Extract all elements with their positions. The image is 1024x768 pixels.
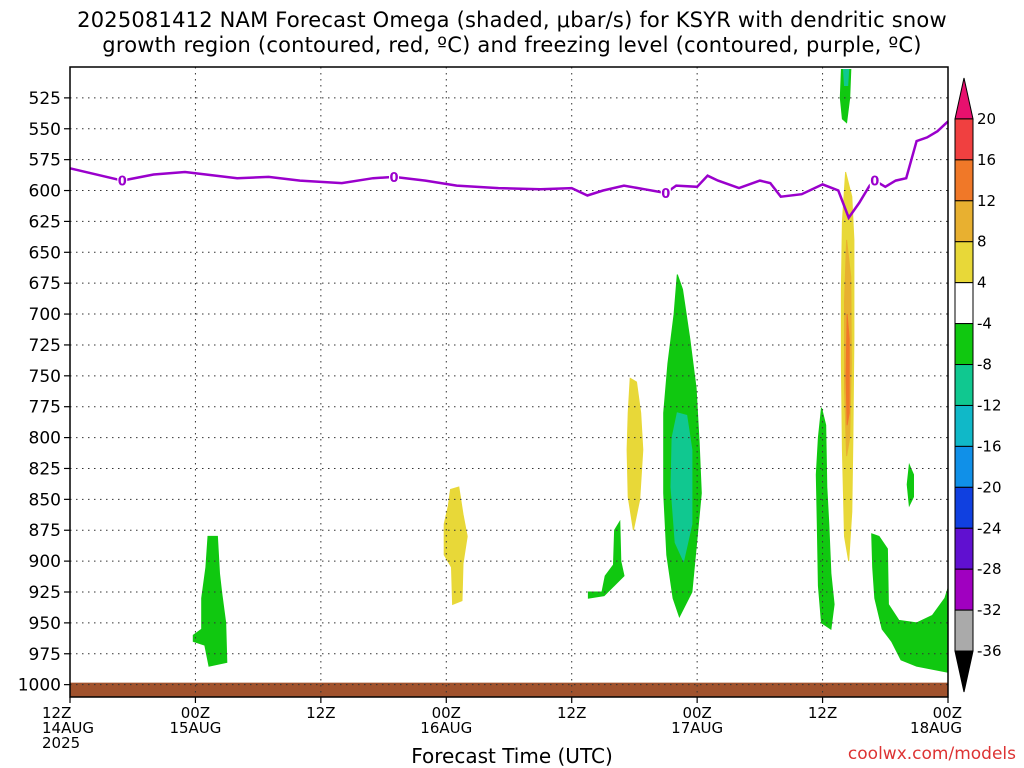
- y-tick-label-775: 775: [29, 398, 61, 418]
- x-tick-label-4-0: 12Z: [557, 704, 586, 722]
- x-tick-label-6-0: 12Z: [808, 704, 837, 722]
- colorbar-label-0: 20: [977, 110, 996, 128]
- y-tick-label-550: 550: [29, 120, 61, 140]
- y-tick-label-650: 650: [29, 243, 61, 263]
- chart-title-line-1: 2025081412 NAM Forecast Omega (shaded, μ…: [77, 8, 947, 32]
- y-tick-label-825: 825: [29, 459, 61, 479]
- x-tick-label-5-1: 17AUG: [671, 719, 723, 737]
- freezing-label-1: 0: [390, 171, 399, 186]
- y-tick-label-575: 575: [29, 151, 61, 171]
- colorbar-swatch-9: [954, 445, 974, 488]
- y-tick-label-900: 900: [29, 552, 61, 572]
- colorbar-swatch-13: [954, 609, 974, 652]
- y-tick-label-600: 600: [29, 182, 61, 202]
- colorbar-swatch-6: [954, 323, 974, 366]
- colorbar-swatch-14: [954, 650, 974, 693]
- y-tick-label-750: 750: [29, 367, 61, 387]
- x-tick-label-1-0: 00Z: [181, 704, 210, 722]
- x-tick-label-7-0: 00Z: [933, 704, 962, 722]
- y-tick-label-925: 925: [29, 583, 61, 603]
- omega-region-8: [842, 69, 850, 86]
- omega-region-12: [871, 533, 949, 673]
- chart-title-line-2: growth region (contoured, red, ºC) and f…: [102, 33, 922, 57]
- colorbar-label-3: 8: [977, 233, 987, 251]
- freezing-label-2: 0: [661, 187, 670, 202]
- colorbar-label-6: -8: [977, 356, 992, 374]
- omega-region-0: [192, 535, 228, 667]
- y-tick-label-625: 625: [29, 212, 61, 232]
- freezing-label-bg-2: [660, 185, 671, 200]
- y-axis-ticks: 525 550 575 600 625 650 675 700 725 750 775 800 825 8…: [18, 89, 70, 696]
- omega-region-11: [845, 314, 850, 426]
- plot-frame: [69, 66, 949, 698]
- colorbar-label-1: 16: [977, 151, 996, 169]
- y-tick-label-675: 675: [29, 274, 61, 294]
- colorbar-label-7: -12: [977, 396, 1002, 414]
- colorbar-swatch-10: [954, 486, 974, 529]
- colorbar-swatch-11: [954, 527, 974, 570]
- y-tick-label-725: 725: [29, 336, 61, 356]
- grid-layer: [70, 67, 948, 697]
- x-tick-label-1-1: 15AUG: [169, 719, 221, 737]
- colorbar-swatch-5: [954, 282, 974, 325]
- x-tick-label-0-2: 2025: [42, 734, 80, 752]
- colorbar-label-10: -24: [977, 519, 1002, 537]
- x-tick-label-0-0: 12Z: [42, 704, 71, 722]
- credit-link[interactable]: coolwx.com/models: [847, 744, 1016, 764]
- colorbar-label-12: -32: [977, 601, 1002, 619]
- x-axis-label: Forecast Time (UTC): [411, 744, 613, 768]
- x-tick-label-3-1: 16AUG: [420, 719, 472, 737]
- x-tick-label-3-0: 00Z: [432, 704, 461, 722]
- colorbar-label-8: -16: [977, 437, 1002, 455]
- y-tick-label-525: 525: [29, 89, 61, 109]
- y-tick-label-875: 875: [29, 521, 61, 541]
- x-tick-label-7-1: 18AUG: [910, 719, 962, 737]
- colorbar-swatch-7: [954, 364, 974, 406]
- ground-layer: [70, 682, 948, 697]
- colorbar-swatch-0: [954, 77, 974, 120]
- colorbar-swatch-4: [954, 241, 974, 284]
- y-tick-label-975: 975: [29, 645, 61, 665]
- colorbar-label-5: -4: [977, 315, 992, 333]
- freezing-label-bg-3: [869, 172, 880, 188]
- x-tick-label-0-1: 14AUG: [42, 719, 94, 737]
- freezing-level-line: [69, 120, 949, 221]
- omega-region-3: [626, 377, 644, 531]
- y-tick-label-700: 700: [29, 305, 61, 325]
- omega-region-5: [670, 412, 693, 563]
- colorbar-swatch-8: [954, 404, 974, 447]
- freezing-label-bg-0: [117, 172, 128, 188]
- y-tick-label-800: 800: [29, 429, 61, 449]
- y-tick-label-950: 950: [29, 614, 61, 634]
- colorbar-swatch-2: [954, 159, 974, 202]
- omega-region-2: [587, 519, 625, 599]
- colorbar: 20 16 12 8 4 -4 -8 -12 -16 -20 -24 -28 -32 -36: [954, 77, 1002, 693]
- x-tick-label-2-0: 12Z: [306, 704, 335, 722]
- omega-region-1: [443, 486, 468, 606]
- colorbar-label-11: -28: [977, 560, 1002, 578]
- freezing-label-bg-1: [389, 168, 400, 184]
- colorbar-swatch-1: [954, 118, 974, 161]
- colorbar-label-13: -36: [977, 642, 1002, 660]
- freezing-label-0: 0: [118, 175, 127, 190]
- colorbar-label-9: -20: [977, 478, 1002, 496]
- colorbar-label-2: 12: [977, 192, 996, 210]
- freezing-level-layer: 0 0 0 0: [69, 120, 949, 221]
- x-tick-label-5-0: 00Z: [682, 704, 711, 722]
- ground-band: [70, 682, 948, 697]
- y-tick-label-850: 850: [29, 490, 61, 510]
- y-tick-label-1000: 1000: [18, 676, 61, 696]
- omega-region-6: [815, 407, 835, 630]
- omega-shading-layer: [192, 69, 949, 673]
- omega-region-13: [906, 462, 914, 508]
- freezing-label-3: 0: [870, 175, 879, 190]
- colorbar-swatch-12: [954, 568, 974, 611]
- colorbar-label-4: 4: [977, 274, 987, 292]
- colorbar-swatch-3: [954, 200, 974, 243]
